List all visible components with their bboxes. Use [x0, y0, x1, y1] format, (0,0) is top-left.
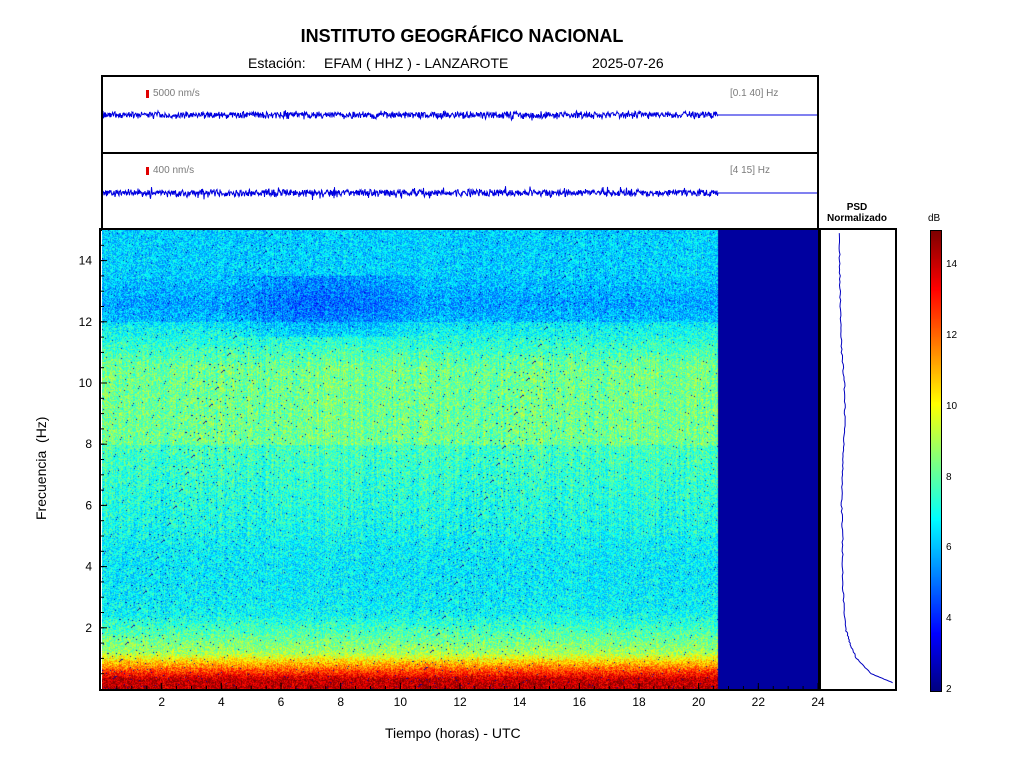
spectrogram-heatmap	[102, 229, 819, 690]
psd-panel	[819, 228, 897, 691]
colorbar-tick-label: 4	[946, 613, 952, 625]
y-tick-label: 8	[85, 437, 92, 451]
x-tick-label: 6	[278, 695, 285, 709]
y-tick-label: 14	[79, 254, 93, 268]
x-tick-label: 2	[158, 695, 165, 709]
colorbar-tick-label: 12	[946, 330, 958, 342]
scale-bar-icon	[146, 90, 149, 98]
x-tick-label: 18	[632, 695, 646, 709]
page-title: INSTITUTO GEOGRÁFICO NACIONAL	[300, 26, 624, 46]
trace-scale: 400 nm/s	[153, 165, 195, 176]
colorbar-tick-label: 2	[946, 684, 952, 695]
seismogram-broadband: 5000 nm/s [0.1 40] Hz	[101, 75, 819, 154]
trace-band: [4 15] Hz	[730, 165, 771, 176]
x-tick-label: 12	[453, 695, 467, 709]
trace-line	[103, 186, 719, 201]
colorbar-tick-label: 6	[946, 542, 952, 554]
seismogram-filtered: 400 nm/s [4 15] Hz	[101, 152, 819, 231]
psd-title: PSD Normalizado	[823, 202, 891, 224]
station-name: EFAM ( HHZ ) - LANZAROTE	[324, 55, 509, 71]
colorbar	[930, 230, 942, 692]
x-tick-label: 10	[394, 695, 408, 709]
psd-title-line1: PSD	[846, 202, 868, 213]
x-tick-label: 16	[573, 695, 587, 709]
y-tick-label: 4	[85, 560, 92, 574]
y-tick-label: 2	[85, 621, 92, 635]
colorbar-tick-label: 14	[946, 259, 958, 271]
y-tick-label: 6	[85, 498, 92, 512]
x-tick-label: 14	[513, 695, 527, 709]
trace-band: [0.1 40] Hz	[730, 88, 779, 99]
y-tick-label: 10	[79, 376, 93, 390]
y-axis-label: Frecuencia (Hz)	[33, 416, 49, 520]
date-label: 2025-07-26	[592, 55, 664, 71]
x-tick-label: 22	[752, 695, 766, 709]
psd-title-line2: Normalizado	[826, 213, 887, 224]
x-axis-label: Tiempo (horas) - UTC	[385, 725, 521, 741]
y-tick-label: 12	[79, 315, 93, 329]
trace-line	[103, 109, 719, 122]
station-label: Estación:	[248, 55, 306, 71]
x-tick-label: 20	[692, 695, 706, 709]
trace-scale: 5000 nm/s	[153, 88, 200, 99]
x-tick-label: 24	[811, 695, 825, 709]
scale-bar-icon	[146, 167, 149, 175]
colorbar-unit: dB	[928, 213, 941, 224]
x-tick-label: 8	[337, 695, 344, 709]
colorbar-tick-label: 8	[946, 471, 952, 483]
x-tick-label: 4	[218, 695, 225, 709]
psd-curve	[838, 233, 893, 684]
colorbar-tick-label: 10	[946, 400, 958, 412]
